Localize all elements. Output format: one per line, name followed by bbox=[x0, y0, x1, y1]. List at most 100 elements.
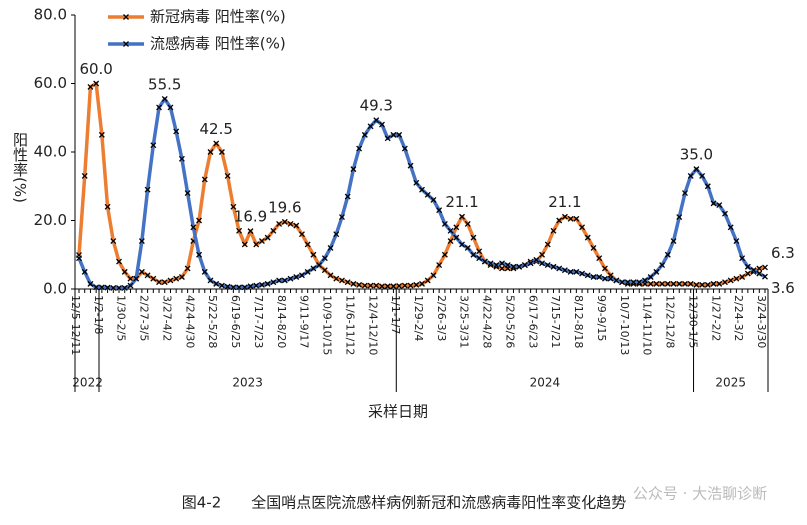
data-point bbox=[264, 234, 271, 241]
data-point bbox=[624, 279, 631, 286]
data-point bbox=[430, 196, 437, 203]
x-tick-label: 7/17-7/23 bbox=[252, 295, 265, 348]
data-point bbox=[321, 267, 328, 274]
data-point bbox=[316, 262, 323, 268]
x-tick-label: 1/30-2/5 bbox=[115, 295, 128, 341]
data-point bbox=[441, 251, 448, 258]
data-point bbox=[401, 145, 408, 152]
data-point bbox=[687, 173, 694, 179]
data-point bbox=[704, 183, 711, 190]
watermark: 公众号 · 大浩聊诊断 bbox=[633, 485, 767, 503]
data-point bbox=[453, 234, 460, 241]
data-point bbox=[161, 279, 168, 286]
data-point bbox=[298, 231, 305, 238]
data-point bbox=[573, 215, 580, 222]
data-point bbox=[556, 265, 563, 272]
y-axis-label: 阳性率(%) bbox=[11, 132, 29, 203]
data-point bbox=[682, 280, 688, 287]
x-tick-label: 8/12-8/18 bbox=[572, 295, 585, 348]
data-point bbox=[293, 222, 300, 229]
data-label: 21.1 bbox=[445, 193, 478, 211]
y-tick-label: 60.0 bbox=[34, 74, 67, 92]
data-point bbox=[390, 283, 397, 290]
data-point bbox=[196, 217, 203, 224]
data-point bbox=[693, 166, 700, 173]
data-point bbox=[196, 251, 203, 258]
data-point bbox=[367, 282, 374, 289]
data-point bbox=[184, 190, 191, 197]
data-point bbox=[310, 251, 317, 258]
x-tick-label: 2/26-3/3 bbox=[435, 295, 448, 341]
x-tick-label: 6/17-6/23 bbox=[526, 295, 539, 348]
series-line bbox=[77, 97, 766, 290]
data-point bbox=[744, 270, 751, 277]
data-point bbox=[573, 268, 580, 275]
x-tick-label: 1/2-1/8 bbox=[92, 295, 105, 334]
x-tick-label: 12/4-12/10 bbox=[366, 295, 379, 355]
year-label: 2024 bbox=[530, 376, 561, 390]
data-point bbox=[310, 265, 317, 272]
data-point bbox=[653, 280, 660, 287]
x-tick-label: 1/1-1/7 bbox=[389, 295, 402, 334]
data-label: 3.6 bbox=[771, 279, 795, 297]
data-point bbox=[413, 179, 420, 186]
data-point bbox=[276, 277, 283, 284]
x-tick-label: 5/22-5/28 bbox=[206, 295, 219, 348]
data-point bbox=[413, 281, 420, 288]
data-point bbox=[138, 238, 145, 245]
data-point bbox=[430, 272, 437, 279]
data-point bbox=[173, 275, 180, 282]
data-point bbox=[333, 231, 340, 238]
data-point bbox=[127, 282, 134, 289]
year-label: 2023 bbox=[232, 376, 263, 390]
x-tick-label: 6/19-6/25 bbox=[229, 295, 242, 348]
data-point bbox=[453, 224, 460, 231]
data-point bbox=[510, 263, 517, 270]
data-point bbox=[710, 280, 717, 287]
data-point bbox=[350, 280, 357, 287]
data-point bbox=[550, 263, 557, 270]
data-point bbox=[253, 282, 260, 289]
data-point bbox=[384, 135, 391, 142]
data-point bbox=[670, 280, 677, 287]
data-point bbox=[361, 282, 368, 289]
data-point bbox=[607, 275, 614, 282]
x-tick-label: 12/2-12/8 bbox=[664, 295, 677, 348]
data-point bbox=[407, 282, 414, 289]
data-point bbox=[733, 275, 740, 282]
x-tick-label: 11/4-11/10 bbox=[641, 295, 654, 355]
x-tick-label: 9/9-9/15 bbox=[595, 295, 608, 341]
data-point bbox=[218, 282, 225, 289]
data-point bbox=[596, 274, 603, 280]
data-point bbox=[230, 284, 237, 291]
data-point bbox=[258, 238, 265, 245]
x-tick-label: 4/24-4/30 bbox=[183, 295, 196, 348]
data-point bbox=[110, 238, 117, 245]
data-point bbox=[144, 272, 151, 279]
data-point bbox=[81, 268, 88, 275]
caption: 图4-2 全国哨点医院流感样病例新冠和流感病毒阳性率变化趋势 bbox=[182, 494, 627, 512]
data-point bbox=[161, 95, 168, 102]
data-point bbox=[567, 268, 574, 275]
data-label: 42.5 bbox=[199, 120, 232, 138]
data-point bbox=[744, 263, 751, 270]
data-point bbox=[264, 280, 271, 287]
data-point bbox=[304, 268, 311, 275]
data-point bbox=[722, 210, 728, 217]
data-point bbox=[87, 280, 94, 287]
data-point bbox=[384, 283, 391, 290]
data-point bbox=[87, 83, 94, 90]
data-point bbox=[98, 284, 105, 291]
data-point bbox=[544, 262, 551, 268]
data-point bbox=[756, 270, 763, 277]
data-point bbox=[447, 238, 454, 245]
x-tick-label: 11/6-11/12 bbox=[343, 295, 356, 355]
data-point bbox=[356, 145, 363, 152]
data-point bbox=[750, 267, 757, 274]
data-point bbox=[493, 262, 500, 268]
data-point bbox=[281, 277, 288, 284]
data-point bbox=[424, 277, 431, 284]
data-point bbox=[641, 277, 648, 284]
data-point bbox=[304, 241, 311, 248]
